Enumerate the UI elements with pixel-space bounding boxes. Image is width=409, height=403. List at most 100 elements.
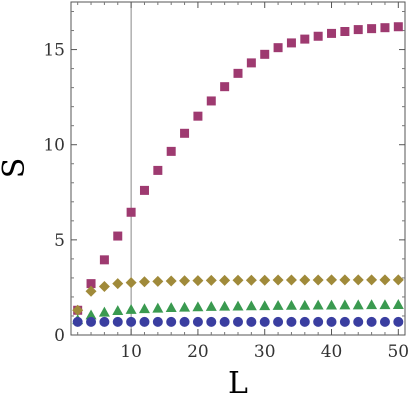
data-point-circle: [299, 316, 310, 327]
data-point-triangle: [232, 300, 244, 311]
data-point-diamond: [339, 274, 351, 286]
data-point-diamond: [299, 274, 311, 286]
series-square: [73, 22, 403, 315]
data-point-triangle: [98, 306, 110, 317]
data-point-circle: [393, 316, 404, 327]
data-point-square: [393, 22, 403, 32]
y-tick-label: 15: [43, 41, 65, 61]
data-point-triangle: [379, 299, 391, 310]
data-point-square: [166, 146, 176, 156]
data-point-circle: [326, 316, 337, 327]
data-points: [72, 22, 404, 327]
data-point-circle: [379, 316, 390, 327]
data-point-diamond: [366, 274, 378, 286]
data-point-diamond: [259, 274, 271, 286]
data-point-triangle: [285, 299, 297, 310]
y-axis-title: S: [0, 158, 32, 179]
data-point-diamond: [179, 275, 191, 287]
data-point-diamond: [165, 275, 177, 287]
data-point-circle: [166, 316, 177, 327]
data-point-triangle: [392, 299, 404, 309]
data-point-circle: [366, 316, 377, 327]
x-tick-label: 10: [120, 342, 142, 362]
data-point-diamond: [85, 285, 97, 297]
data-point-circle: [353, 316, 364, 327]
data-point-circle: [219, 316, 230, 327]
y-tick-label: 10: [43, 136, 65, 156]
data-point-diamond: [219, 274, 231, 286]
data-point-diamond: [379, 274, 391, 286]
y-tick-label: 0: [54, 326, 65, 346]
x-tick-label: 20: [187, 342, 209, 362]
data-point-diamond: [72, 304, 84, 316]
data-point-circle: [233, 316, 243, 327]
data-point-triangle: [125, 304, 137, 314]
data-point-circle: [313, 316, 324, 327]
data-point-triangle: [112, 305, 124, 316]
x-axis-title: L: [228, 366, 248, 401]
data-point-diamond: [232, 274, 244, 286]
data-point-circle: [259, 316, 270, 327]
data-point-circle: [273, 316, 284, 327]
x-tick-label: 40: [321, 342, 343, 362]
data-point-square: [286, 38, 296, 48]
data-point-triangle: [352, 299, 364, 310]
data-point-triangle: [259, 300, 271, 311]
data-point-triangle: [299, 299, 311, 310]
data-point-square: [260, 49, 270, 59]
data-point-diamond: [98, 280, 110, 292]
data-point-square: [380, 23, 390, 33]
data-point-square: [193, 111, 203, 121]
data-point-triangle: [272, 300, 284, 310]
data-point-circle: [99, 316, 110, 327]
data-point-circle: [192, 316, 203, 327]
x-tick-label: 30: [254, 342, 276, 362]
data-point-circle: [112, 316, 123, 327]
data-point-diamond: [125, 277, 137, 289]
data-point-square: [99, 255, 109, 265]
data-point-diamond: [245, 274, 257, 286]
data-point-square: [300, 34, 310, 44]
data-point-circle: [339, 316, 350, 327]
data-point-circle: [286, 316, 297, 327]
data-point-triangle: [165, 302, 177, 312]
data-point-diamond: [326, 274, 338, 286]
data-point-square: [153, 165, 163, 175]
data-point-square: [273, 43, 283, 53]
data-point-circle: [179, 316, 190, 327]
data-point-square: [86, 279, 96, 289]
data-point-triangle: [179, 301, 191, 312]
data-point-diamond: [112, 278, 124, 290]
data-point-circle: [152, 316, 163, 327]
data-point-square: [340, 26, 350, 36]
data-point-circle: [246, 316, 257, 327]
data-point-triangle: [219, 300, 231, 311]
data-point-triangle: [138, 303, 150, 314]
data-point-square: [327, 28, 337, 38]
data-point-circle: [139, 316, 150, 327]
data-point-circle: [86, 316, 97, 327]
data-point-triangle: [326, 299, 338, 310]
data-point-square: [180, 128, 190, 138]
axis-ticks: 10 20 30 40 50 0 5 10 15: [43, 2, 409, 362]
data-point-square: [367, 24, 377, 34]
data-point-circle: [72, 316, 83, 327]
data-point-diamond: [192, 275, 204, 287]
data-point-square: [246, 58, 256, 68]
y-tick-label: 5: [54, 231, 65, 251]
data-point-square: [233, 68, 243, 78]
data-point-circle: [126, 316, 137, 327]
series-triangle: [72, 299, 404, 325]
data-point-diamond: [392, 274, 404, 286]
data-point-square: [113, 231, 123, 241]
data-point-square: [220, 82, 230, 92]
data-point-square: [139, 185, 149, 195]
data-point-diamond: [312, 274, 324, 286]
data-point-triangle: [245, 300, 257, 311]
data-point-square: [126, 207, 136, 217]
data-point-triangle: [366, 299, 378, 310]
data-point-diamond: [138, 276, 150, 288]
data-point-diamond: [152, 275, 164, 287]
data-point-square: [353, 25, 363, 35]
